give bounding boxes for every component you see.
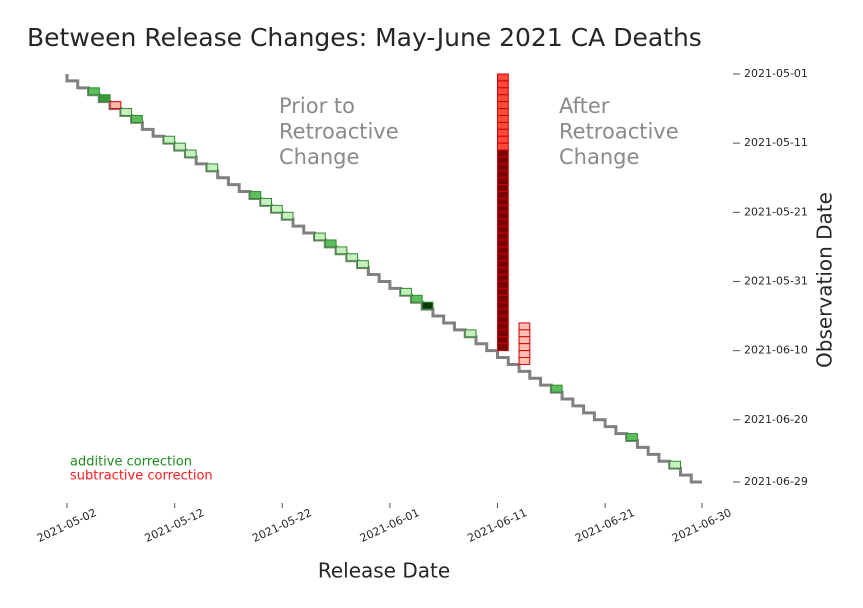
correction-cell	[270, 204, 283, 213]
correction-cell	[518, 336, 531, 345]
correction-cell	[497, 225, 509, 234]
correction-cell	[163, 135, 176, 144]
annotation: Prior to	[279, 94, 355, 118]
correction-cell	[497, 94, 509, 103]
annotation: Change	[279, 145, 359, 169]
correction-cell	[88, 87, 100, 96]
correction-cell	[497, 315, 509, 324]
correction-cell	[497, 114, 509, 123]
correction-cell	[497, 280, 509, 289]
correction-cell	[120, 108, 133, 116]
correction-cell	[497, 267, 509, 276]
y-axis-label: Observation Date	[813, 192, 837, 368]
correction-cell	[497, 322, 509, 331]
correction-cell	[497, 163, 509, 172]
correction-cell	[518, 343, 531, 352]
correction-cell	[98, 94, 111, 103]
y-tick-label: 2021-05-01	[744, 67, 808, 80]
correction-cell	[497, 177, 509, 186]
x-tick-label: 2021-06-11	[466, 506, 529, 545]
correction-cell	[518, 329, 531, 338]
correction-cell	[626, 433, 638, 442]
x-tick-label: 2021-06-21	[573, 506, 636, 545]
correction-cell	[281, 211, 294, 220]
correction-cell	[497, 142, 509, 151]
correction-cell	[497, 121, 509, 130]
correction-cell	[497, 197, 509, 206]
y-tick-label: 2021-05-31	[744, 274, 808, 287]
correction-cell	[184, 149, 197, 158]
correction-cell	[206, 163, 219, 172]
x-tick-label: 2021-05-02	[35, 506, 98, 545]
correction-cell	[324, 239, 337, 248]
correction-cell	[518, 357, 531, 365]
correction-cell	[497, 239, 509, 248]
correction-cell	[131, 114, 143, 123]
correction-cell	[497, 108, 509, 116]
y-tick-label: 2021-06-29	[744, 475, 808, 488]
x-tick-label: 2021-06-01	[358, 506, 421, 545]
correction-cell	[497, 73, 509, 82]
correction-cell	[249, 191, 262, 199]
correction-cell	[497, 128, 509, 137]
x-tick-label: 2021-05-22	[250, 506, 313, 545]
x-tick-label: 2021-05-12	[143, 506, 206, 545]
correction-cell	[335, 246, 348, 255]
correction-cell	[497, 80, 509, 89]
correction-cell	[497, 211, 509, 220]
correction-cell	[497, 87, 509, 96]
correction-cell	[497, 156, 509, 165]
correction-cell	[464, 329, 477, 338]
correction-cell	[497, 101, 509, 110]
correction-cell	[357, 260, 369, 269]
chart-title: Between Release Changes: May-June 2021 C…	[27, 23, 702, 52]
correction-cell	[497, 329, 509, 338]
correction-cell	[346, 253, 359, 262]
legend-entry: subtractive correction	[70, 469, 213, 484]
correction-cell	[109, 101, 122, 110]
y-tick-label: 2021-06-20	[744, 413, 808, 426]
y-tick-label: 2021-05-11	[744, 136, 808, 149]
correction-cell	[669, 460, 681, 469]
correction-cell	[260, 197, 272, 206]
correction-cell	[497, 232, 509, 241]
correction-cell	[421, 301, 434, 310]
correction-cell	[497, 287, 509, 296]
correction-cell	[497, 184, 509, 193]
correction-cell	[497, 260, 509, 269]
annotation: Retroactive	[279, 120, 399, 144]
annotation: After	[559, 94, 610, 118]
correction-cell	[497, 294, 509, 303]
correction-cell	[400, 287, 412, 296]
correction-cell	[174, 142, 186, 151]
x-axis-label: Release Date	[318, 559, 450, 583]
correction-cell	[497, 149, 509, 158]
correction-cell	[497, 246, 509, 255]
x-tick-label: 2021-06-30	[670, 506, 733, 545]
y-tick-label: 2021-06-10	[744, 344, 808, 357]
correction-cell	[497, 191, 509, 199]
correction-cell	[410, 294, 423, 303]
correction-cell	[518, 322, 531, 331]
correction-cell	[497, 343, 509, 352]
correction-cell	[497, 253, 509, 262]
correction-cell	[497, 218, 509, 227]
correction-cell	[497, 336, 509, 345]
correction-cell	[497, 274, 509, 282]
correction-cell	[497, 135, 509, 144]
correction-cell	[497, 308, 509, 317]
correction-cell	[497, 170, 509, 179]
y-tick-label: 2021-05-21	[744, 205, 808, 218]
correction-cell	[518, 350, 531, 359]
annotation: Change	[559, 145, 639, 169]
correction-cell	[314, 232, 326, 241]
annotation: Retroactive	[559, 120, 679, 144]
correction-cell	[497, 301, 509, 310]
correction-cell	[550, 384, 563, 393]
legend-entry: additive correction	[70, 455, 192, 470]
correction-cell	[497, 204, 509, 213]
